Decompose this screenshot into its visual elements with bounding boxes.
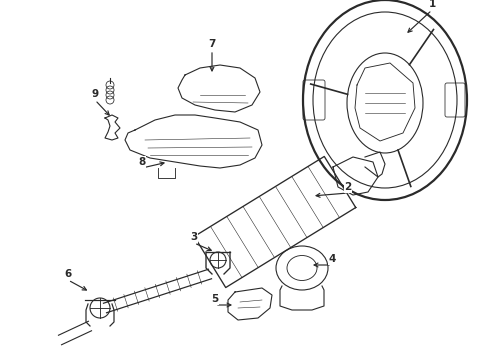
- Text: 6: 6: [64, 269, 72, 279]
- Text: 1: 1: [428, 0, 436, 9]
- Text: 4: 4: [328, 254, 336, 264]
- Text: 7: 7: [208, 39, 216, 49]
- Text: 8: 8: [138, 157, 146, 167]
- Text: 3: 3: [191, 232, 197, 242]
- Text: 2: 2: [344, 182, 352, 192]
- Text: 5: 5: [211, 294, 219, 304]
- Text: 9: 9: [92, 89, 98, 99]
